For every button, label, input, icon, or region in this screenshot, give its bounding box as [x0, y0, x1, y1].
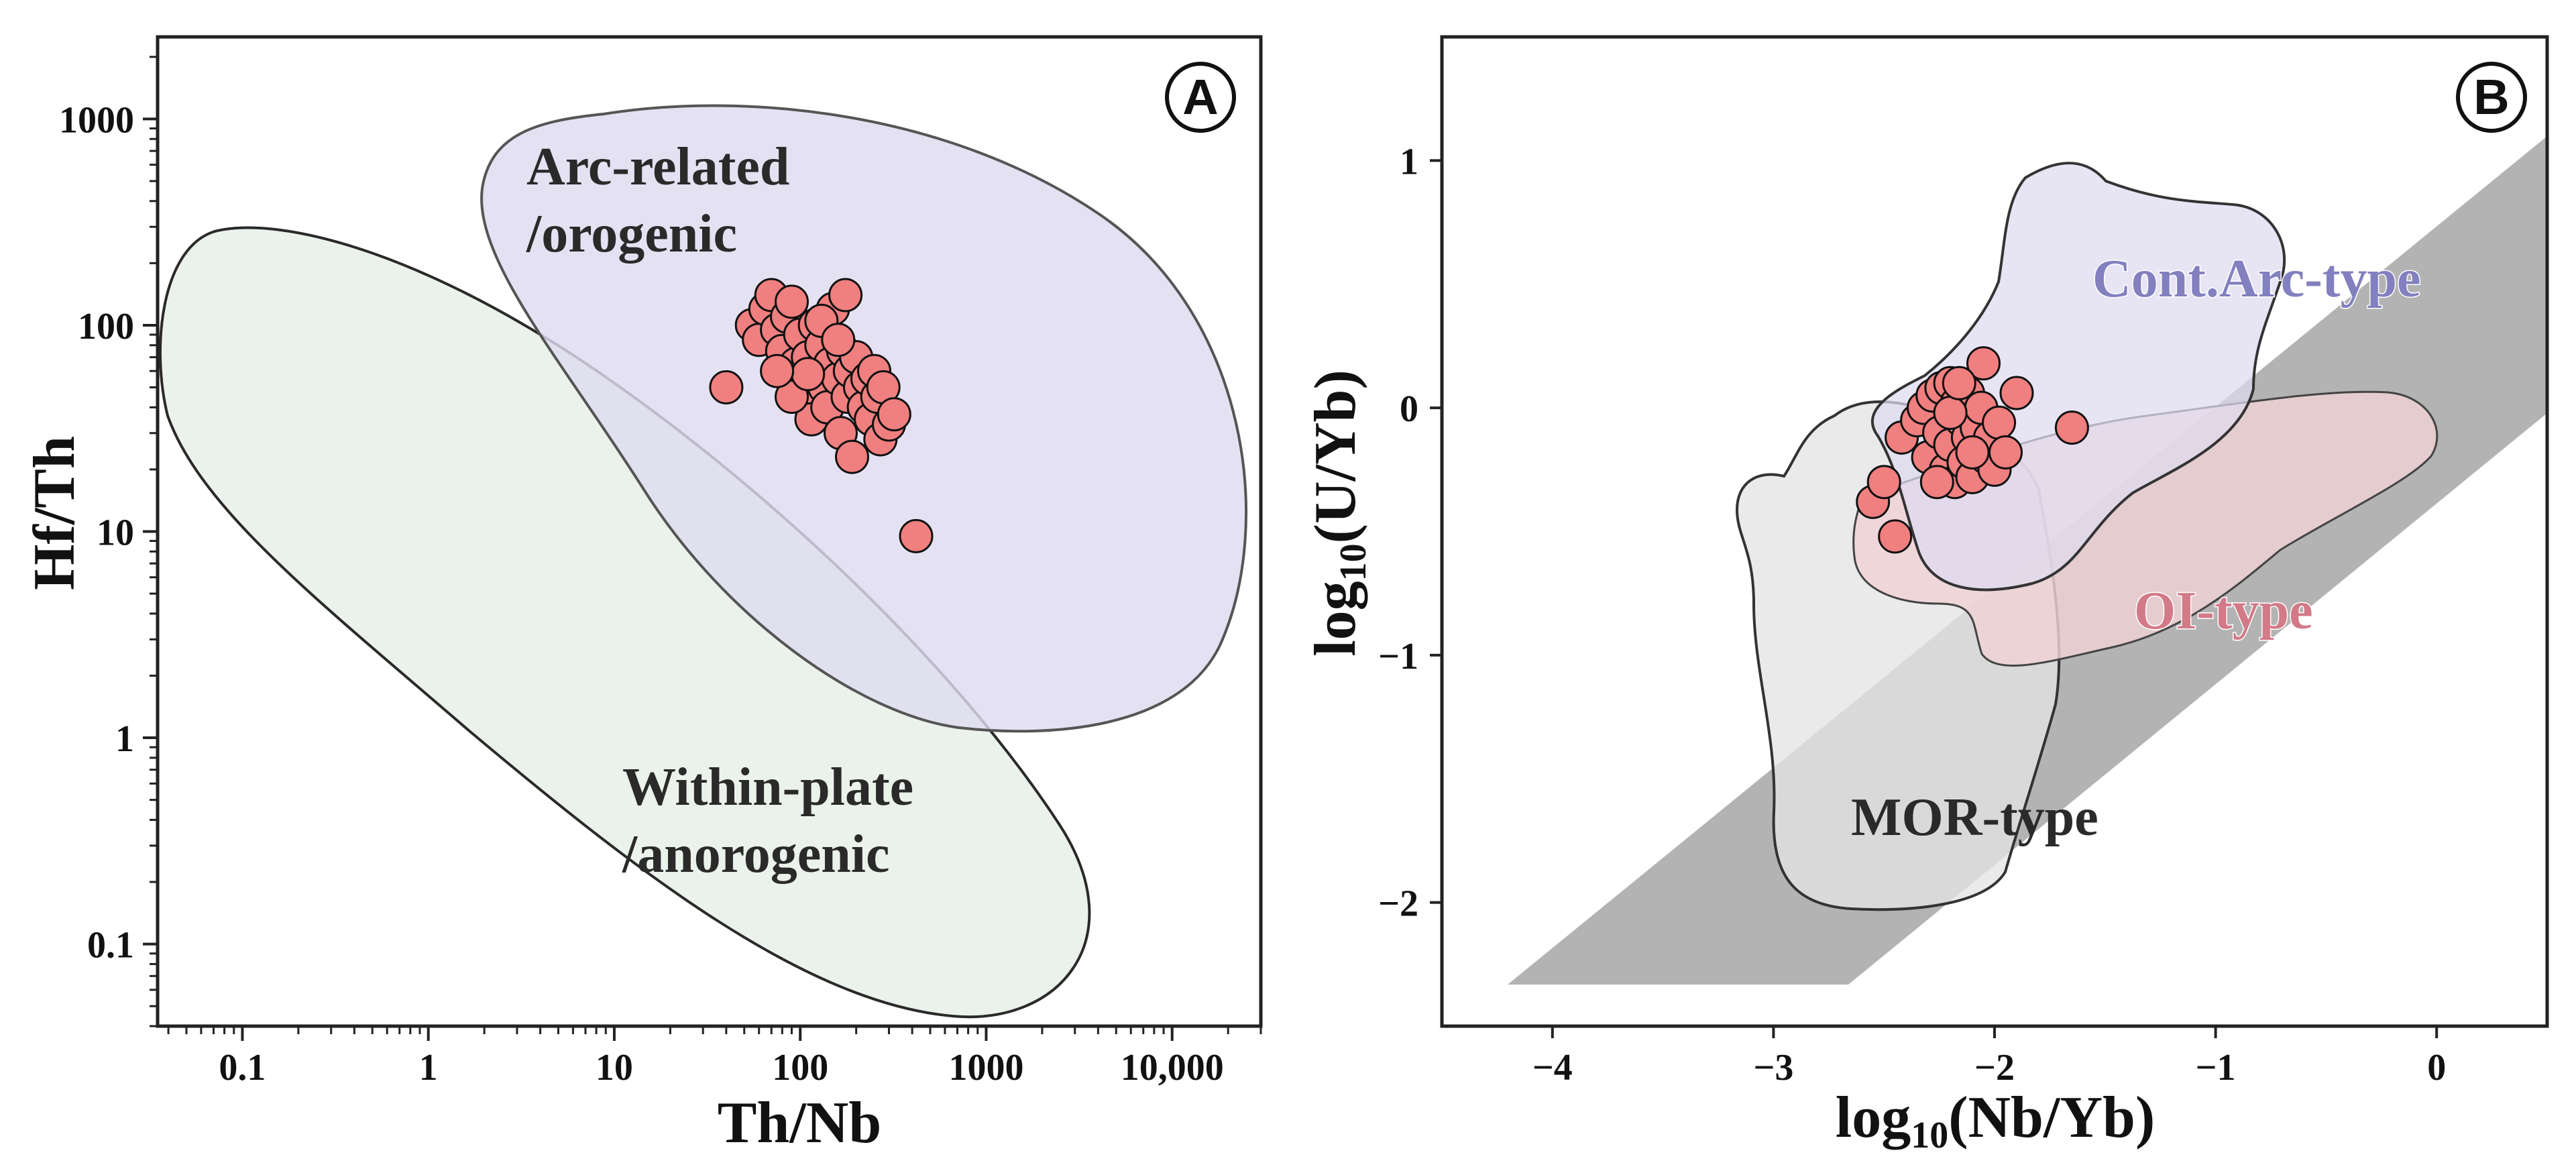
panel-b-y-title-ratio: (U/Yb): [1303, 370, 1368, 543]
panel-a-x-tick-label: 10,000: [1121, 1047, 1224, 1089]
panel-b-x-tick-label: −1: [2196, 1047, 2236, 1089]
field-label-mor-type: MOR-type: [1851, 788, 2098, 847]
panel-b-y-tick-label: 1: [1400, 141, 1418, 182]
field-label-within-plate-line2: /anorogenic: [622, 825, 890, 884]
panel-b-data-point: [1955, 435, 1990, 469]
panel-a-x-tick-label: 10: [596, 1047, 633, 1089]
panel-a-y-tick-label: 100: [78, 306, 134, 347]
panel-b-data-point: [1866, 465, 1901, 500]
panel-a-data-point: [709, 370, 744, 404]
panel-b-points: [1856, 346, 2089, 554]
panel-a-data-point: [775, 284, 809, 319]
panel-b-data-point: [1933, 396, 1968, 430]
panel-a-field-labels: Arc-related /orogenic Within-plate /anor…: [526, 137, 913, 884]
panel-b-x-tick-label: 0: [2427, 1047, 2446, 1089]
field-label-within-plate-line1: Within-plate: [622, 758, 913, 817]
panel-a-letter-circle: [1165, 62, 1236, 133]
panel-b-y-tick-label: −1: [1378, 636, 1418, 677]
panel-b-data-point: [1989, 435, 2023, 469]
panel-a-data-point: [835, 439, 869, 474]
panel-a-letter: A: [1182, 69, 1218, 125]
panel-b-data-point: [1982, 405, 2017, 440]
panel-b: −4 −3 −2 −1 0 −2 −1 0 1 Cont.Arc-type OI-type MO…: [1303, 35, 2549, 1156]
panel-a-y-axis-title: Hf/Th: [22, 436, 87, 590]
panel-a-x-tick-label: 1: [419, 1047, 438, 1089]
panel-a-y-tick-label: 10: [97, 512, 134, 554]
panel-b-data-point: [2054, 410, 2089, 445]
panel-b-data-point: [1999, 376, 2034, 410]
panel-a-data-point: [821, 323, 856, 357]
panel-a-x-tick-label: 100: [772, 1047, 828, 1089]
field-label-cont-arc-type: Cont.Arc-type: [2092, 249, 2421, 309]
field-label-oi-type: OI-type: [2134, 581, 2313, 640]
panel-b-frame: [1440, 35, 2549, 1028]
panel-b-x-tick-label: −2: [1974, 1047, 2015, 1089]
panel-a-y-tick-label: 0.1: [87, 925, 134, 966]
panel-a-axis-ticks: 0.1 1 10 100 1000 10,000 0.1 1 10 100 1000: [59, 56, 1262, 1089]
panel-b-y-tick-label: −2: [1378, 883, 1418, 925]
panel-a: 0.1 1 10 100 1000 10,000 0.1 1 10 100 1000 Arc-rel…: [22, 35, 1263, 1156]
panel-a-letter-badge: A: [1165, 62, 1236, 133]
panel-b-x-tick-label: −3: [1753, 1047, 1793, 1089]
panel-b-y-tick-label: 0: [1400, 388, 1418, 430]
panel-b-x-title-log: log: [1836, 1085, 1911, 1150]
panel-b-data-point: [1966, 346, 2001, 381]
panel-b-x-title-subscript: 10: [1911, 1115, 1948, 1156]
panel-a-y-tick-label: 1: [115, 718, 134, 760]
panel-b-x-title-ratio: (Nb/Yb): [1948, 1085, 2155, 1150]
panel-b-y-title-log: log: [1303, 581, 1368, 656]
panel-a-data-point: [828, 278, 863, 313]
panel-a-frame: [156, 35, 1263, 1028]
field-label-arc-related-line2: /orogenic: [526, 205, 737, 264]
panel-b-data-point: [1942, 366, 1976, 400]
panel-b-y-title-subscript: 10: [1333, 543, 1374, 581]
panel-a-data-point: [877, 397, 911, 432]
panel-b-letter: B: [2473, 69, 2509, 125]
panel-a-data-point: [899, 518, 934, 553]
panel-b-y-axis-title: log10(U/Yb): [1303, 370, 1374, 657]
panel-b-letter-badge: B: [2456, 62, 2527, 133]
panel-b-x-tick-label: −4: [1532, 1047, 1573, 1089]
panel-a-x-tick-label: 1000: [948, 1047, 1023, 1089]
panel-a-x-tick-label: 0.1: [219, 1047, 266, 1089]
field-label-arc-related-line1: Arc-related: [526, 137, 789, 197]
panel-a-y-tick-label: 1000: [59, 99, 134, 141]
panel-b-data-point: [1919, 465, 1954, 500]
panel-b-data-point: [1878, 519, 1913, 554]
panel-a-x-axis-title: Th/Nb: [718, 1091, 882, 1156]
panel-b-letter-circle: [2456, 62, 2527, 133]
panel-b-axis-ticks: −4 −3 −2 −1 0 −2 −1 0 1: [1378, 141, 2446, 1089]
panel-a-points: [709, 278, 934, 553]
panel-a-data-point: [791, 357, 826, 392]
panel-b-field-labels: Cont.Arc-type OI-type MOR-type: [1851, 249, 2422, 848]
panel-a-data-point: [760, 353, 795, 388]
panel-b-x-axis-title: log10(Nb/Yb): [1836, 1085, 2155, 1156]
